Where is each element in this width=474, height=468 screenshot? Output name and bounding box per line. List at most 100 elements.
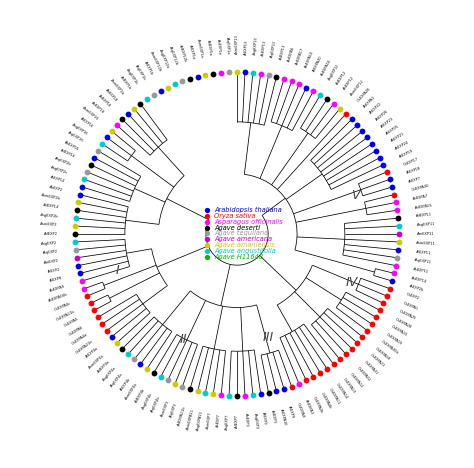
Text: AamEXP2: AamEXP2 [40, 222, 58, 227]
Text: AtEXPA20: AtEXPA20 [312, 55, 323, 73]
Text: AagEXPA11: AagEXPA11 [196, 410, 204, 431]
Text: OsEXPA22: OsEXPA22 [356, 366, 372, 382]
Text: OsEXPA15: OsEXPA15 [390, 325, 408, 337]
Text: AtEXP24: AtEXP24 [394, 140, 410, 151]
Text: AdEXP18: AdEXP18 [97, 94, 111, 109]
Text: AmEXP2: AmEXP2 [44, 258, 60, 264]
Text: AdEXP4a: AdEXP4a [97, 359, 111, 374]
Text: AtEXP2: AtEXP2 [48, 267, 61, 273]
Text: Agave americana: Agave americana [214, 236, 272, 242]
Text: AagEXP12: AagEXP12 [328, 63, 341, 81]
Text: AamEXP1b: AamEXP1b [109, 79, 125, 96]
Text: AtEXP9: AtEXP9 [287, 405, 295, 419]
Text: I: I [116, 264, 120, 277]
Text: AtEXP19: AtEXP19 [399, 149, 414, 159]
Text: AdEXP7: AdEXP7 [235, 414, 239, 428]
Text: OsEXPA26: OsEXPA26 [356, 86, 372, 102]
Text: OsEXPA31: OsEXPA31 [363, 359, 378, 375]
Text: AamEXP16: AamEXP16 [82, 106, 100, 122]
Text: OsEXPA28: OsEXPA28 [394, 317, 412, 329]
Text: OsEXPA21b: OsEXPA21b [75, 339, 94, 355]
Text: AamEXP1a: AamEXP1a [196, 38, 204, 58]
Text: AagEXP2c: AagEXP2c [50, 166, 69, 176]
Text: AagEXP7: AagEXP7 [226, 413, 230, 430]
Text: AdEXP12b: AdEXP12b [178, 44, 187, 63]
Text: AdEXP16: AdEXP16 [59, 148, 75, 159]
Text: II: II [180, 333, 187, 346]
Text: AoEXP7: AoEXP7 [216, 413, 221, 427]
Text: AdEXP12: AdEXP12 [335, 70, 347, 86]
Text: V: V [351, 189, 360, 202]
Text: OsEXPA13: OsEXPA13 [342, 377, 356, 394]
Text: AdEXP2: AdEXP2 [44, 232, 57, 236]
Text: AagEXP4a: AagEXP4a [102, 366, 118, 382]
Text: AagEXP2b: AagEXP2b [39, 212, 58, 219]
Text: OsEXPA30b: OsEXPA30b [380, 339, 399, 355]
Text: AamEXP12b: AamEXP12b [149, 51, 162, 73]
Text: OsEXPA19: OsEXPA19 [385, 332, 403, 346]
Text: AamEXP12: AamEXP12 [349, 79, 365, 96]
Text: AtqEXP3: AtqEXP3 [169, 402, 178, 418]
Text: Asparagus officinalis: Asparagus officinalis [214, 219, 283, 225]
Text: OsEXPA11b: OsEXPA11b [55, 309, 75, 322]
Text: OsEXP17: OsEXP17 [402, 157, 419, 167]
Text: AoEXP13: AoEXP13 [261, 40, 268, 57]
Text: AtEXP14: AtEXP14 [50, 176, 66, 184]
Text: AtEXP13: AtEXP13 [244, 39, 248, 55]
Text: AdEXP4b: AdEXP4b [135, 387, 146, 403]
Text: AtEXP26: AtEXP26 [374, 109, 389, 122]
Text: OsEXPA21: OsEXPA21 [369, 353, 385, 368]
Text: OsEXPA4a: OsEXPA4a [71, 332, 89, 346]
Text: AdEXP1b: AdEXP1b [118, 75, 132, 91]
Text: AtEXP2b: AtEXP2b [408, 284, 424, 292]
Text: AdEXP13: AdEXP13 [279, 44, 286, 60]
Text: OsEXPA11: OsEXPA11 [328, 387, 340, 405]
Text: AagEXP11: AagEXP11 [416, 222, 435, 227]
Text: AtEXP8: AtEXP8 [50, 276, 63, 283]
Text: AtEXPA16: AtEXPA16 [279, 408, 287, 426]
Text: AtEXP22: AtEXP22 [369, 102, 383, 115]
Text: OsEXPA2b: OsEXPA2b [312, 395, 324, 414]
Text: AtEXP4b: AtEXP4b [119, 377, 132, 392]
Text: AoEXP14: AoEXP14 [411, 276, 427, 284]
Text: OsEXPA6: OsEXPA6 [68, 325, 84, 336]
Text: AtqEXP2: AtqEXP2 [43, 249, 58, 255]
Text: AtEXP21: AtEXP21 [390, 132, 405, 143]
Text: AtEXP25: AtEXP25 [385, 124, 400, 136]
Text: OsEXPA18: OsEXPA18 [374, 346, 392, 361]
Text: Agave angustifolia: Agave angustifolia [214, 248, 276, 254]
Text: AoEXPA7: AoEXPA7 [413, 194, 429, 201]
Text: AoEXPA3: AoEXPA3 [304, 399, 314, 416]
Text: AtqEXP2b: AtqEXP2b [54, 157, 72, 167]
Text: AamEXP4b: AamEXP4b [125, 382, 139, 401]
Text: AagEXP16: AagEXP16 [71, 122, 89, 136]
Text: Agave amaniensis: Agave amaniensis [214, 242, 275, 248]
Text: AdEXP14: AdEXP14 [43, 203, 60, 210]
Text: AoEXPA17: AoEXPA17 [296, 47, 306, 66]
Text: AtqEXP12b: AtqEXP12b [168, 45, 178, 66]
Text: AtEXP18: AtEXP18 [405, 167, 421, 176]
Text: AtqEXP16: AtqEXP16 [67, 131, 84, 143]
Text: OsEXPA9: OsEXPA9 [296, 402, 305, 419]
Text: AagEXP2: AagEXP2 [41, 241, 58, 246]
Text: AtEXP3: AtEXP3 [261, 411, 267, 425]
Text: OsEXPA5: OsEXPA5 [64, 317, 80, 328]
Text: AdEXP11: AdEXP11 [416, 213, 432, 219]
Text: OsEXPA4b: OsEXPA4b [320, 392, 332, 410]
Text: AagEXP1b: AagEXP1b [125, 68, 139, 86]
Text: Oryza sativa: Oryza sativa [214, 213, 255, 219]
Text: AagEXP13: AagEXP13 [253, 37, 258, 55]
Text: AbEXP2: AbEXP2 [49, 185, 63, 192]
Text: Agave deserti: Agave deserti [214, 225, 260, 231]
Text: AoEXPA9: AoEXPA9 [49, 284, 66, 293]
Text: AtEXP4a: AtEXP4a [85, 346, 100, 359]
Text: AdEXP1a: AdEXP1a [206, 40, 213, 57]
Text: AoEXP1a: AoEXP1a [216, 39, 221, 55]
Text: AtEXP7: AtEXP7 [408, 176, 422, 184]
Text: Agave tequilana: Agave tequilana [214, 230, 268, 236]
Text: AoEXP11: AoEXP11 [413, 267, 429, 274]
Text: AamEXP3: AamEXP3 [160, 399, 170, 417]
Text: OsEXPA14: OsEXPA14 [335, 382, 349, 400]
Text: AamEXP4a: AamEXP4a [88, 353, 105, 369]
Text: AagEXP4b: AagEXP4b [142, 392, 154, 410]
